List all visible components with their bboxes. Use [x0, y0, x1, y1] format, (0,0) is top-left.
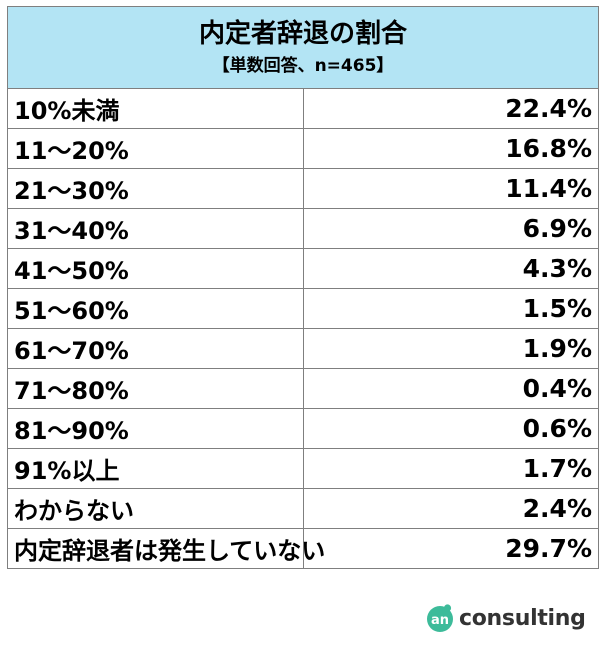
row-value: 22.4%	[302, 88, 599, 129]
row-label: 91%以上	[7, 448, 304, 489]
row-label: 内定辞退者は発生していない	[7, 528, 325, 569]
logo-text: consulting	[459, 605, 586, 631]
table-header-row: 内定者辞退の割合 【単数回答、n=465】	[7, 6, 599, 89]
row-label: 61～70%	[7, 328, 304, 369]
table-header: 内定者辞退の割合 【単数回答、n=465】	[7, 6, 599, 89]
row-label: 71～80%	[7, 368, 304, 409]
table-row: 10%未満 22.4%	[7, 88, 599, 129]
row-label: 41～50%	[7, 248, 304, 289]
table-row: 41～50% 4.3%	[7, 248, 599, 289]
row-label: 11～20%	[7, 128, 304, 169]
table-row: 11～20% 16.8%	[7, 128, 599, 169]
row-value: 4.3%	[302, 248, 599, 289]
table-row: 91%以上 1.7%	[7, 448, 599, 489]
result-table-container: 内定者辞退の割合 【単数回答、n=465】 10%未満 22.4% 11～20% 16…	[7, 6, 599, 569]
table-row: 71～80% 0.4%	[7, 368, 599, 409]
table-row: 51～60% 1.5%	[7, 288, 599, 329]
row-value: 2.4%	[302, 488, 599, 529]
table-row: わからない 2.4%	[7, 488, 599, 529]
logo-mark-text: an	[431, 613, 449, 628]
row-value: 16.8%	[302, 128, 599, 169]
table-row: 21～30% 11.4%	[7, 168, 599, 209]
table-row: 81～90% 0.6%	[7, 408, 599, 449]
table-row: 61～70% 1.9%	[7, 328, 599, 369]
row-value: 11.4%	[302, 168, 599, 209]
an-consulting-logo: an consulting	[425, 600, 586, 636]
row-label: 21～30%	[7, 168, 304, 209]
logo-mark-icon: an	[425, 603, 455, 633]
table-body: 10%未満 22.4% 11～20% 16.8% 21～30% 11.4% 31～40% 6.…	[7, 88, 599, 569]
row-label: 51～60%	[7, 288, 304, 329]
result-table: 内定者辞退の割合 【単数回答、n=465】 10%未満 22.4% 11～20% 16…	[7, 6, 599, 569]
row-value: 1.9%	[302, 328, 599, 369]
row-value: 0.4%	[302, 368, 599, 409]
table-subtitle: 【単数回答、n=465】	[212, 55, 394, 76]
table-row: 内定辞退者は発生していない 29.7%	[7, 528, 599, 569]
row-label: わからない	[7, 488, 304, 529]
row-label: 31～40%	[7, 208, 304, 249]
table-row: 31～40% 6.9%	[7, 208, 599, 249]
row-label: 81～90%	[7, 408, 304, 449]
table-title: 内定者辞退の割合	[198, 18, 407, 49]
row-value: 6.9%	[302, 208, 599, 249]
row-value: 1.5%	[302, 288, 599, 329]
row-value: 29.7%	[302, 528, 599, 569]
row-value: 1.7%	[302, 448, 599, 489]
row-label: 10%未満	[7, 88, 304, 129]
row-value: 0.6%	[302, 408, 599, 449]
